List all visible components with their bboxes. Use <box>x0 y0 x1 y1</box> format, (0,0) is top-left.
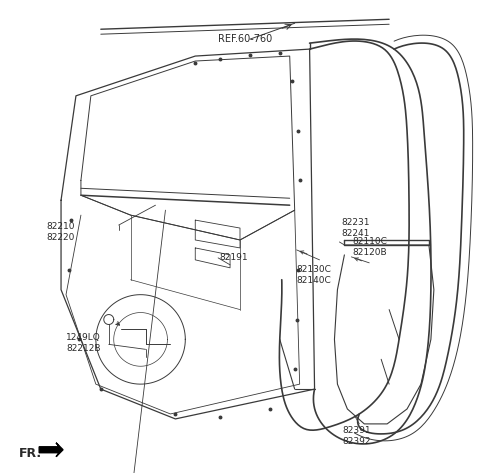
Text: 82140C: 82140C <box>297 276 331 285</box>
Text: FR.: FR. <box>19 447 42 460</box>
Text: 82391: 82391 <box>342 426 371 435</box>
Text: 82231: 82231 <box>341 218 370 227</box>
Text: 1249LQ: 1249LQ <box>66 333 101 342</box>
Text: 82241: 82241 <box>341 228 370 237</box>
Text: 82210: 82210 <box>46 221 74 230</box>
Polygon shape <box>39 443 63 457</box>
Text: 82220: 82220 <box>46 233 74 241</box>
Text: 82392: 82392 <box>342 438 371 447</box>
Text: REF.60-760: REF.60-760 <box>218 34 272 44</box>
Text: 82120B: 82120B <box>352 248 387 257</box>
Text: 82110C: 82110C <box>352 237 387 246</box>
Text: 82212B: 82212B <box>66 344 100 353</box>
Text: 82130C: 82130C <box>297 265 332 274</box>
Text: 82191: 82191 <box>219 254 248 263</box>
